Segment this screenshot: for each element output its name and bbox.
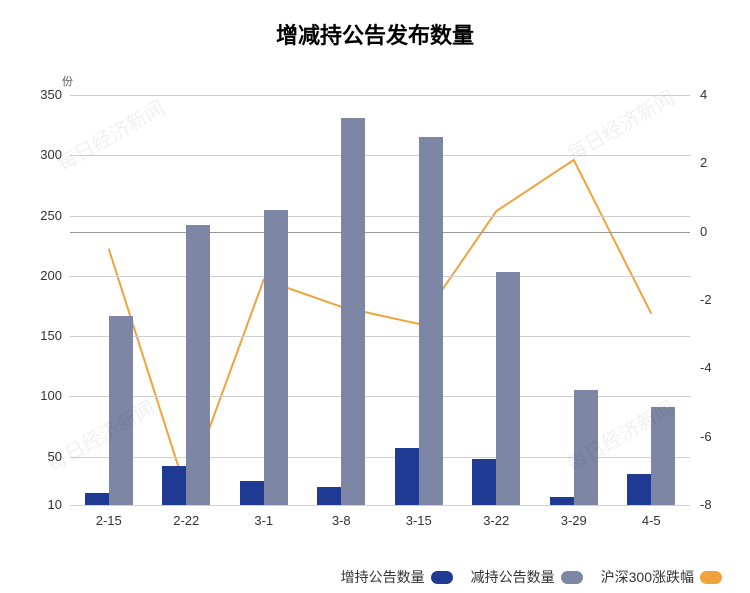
y-left-tick-label: 250 [32, 208, 62, 223]
chart-title: 增减持公告发布数量 [0, 0, 750, 50]
bar [85, 493, 109, 505]
y-left-tick-label: 200 [32, 268, 62, 283]
bar [162, 466, 186, 505]
y-left-tick-label: 150 [32, 328, 62, 343]
y-right-tick-label: 0 [700, 224, 707, 239]
x-tick-label: 3-22 [483, 513, 509, 528]
y-right-tick-label: -8 [700, 497, 712, 512]
x-tick-label: 3-15 [406, 513, 432, 528]
bar [240, 481, 264, 505]
gridline [70, 505, 690, 506]
bar [651, 407, 675, 505]
gridline [70, 155, 690, 156]
bar [627, 474, 651, 505]
bar [186, 225, 210, 505]
y-right-tick-label: -2 [700, 292, 712, 307]
bar [496, 272, 520, 505]
y-left-tick-label: 100 [32, 388, 62, 403]
y-right-tick-label: -4 [700, 360, 712, 375]
x-tick-label: 3-1 [254, 513, 273, 528]
zero-line [70, 232, 690, 234]
legend-label: 增持公告数量 [341, 567, 425, 587]
y-right-tick-label: -6 [700, 429, 712, 444]
y-right-tick-label: 2 [700, 155, 707, 170]
x-tick-label: 3-8 [332, 513, 351, 528]
y-left-tick-label: 10 [32, 497, 62, 512]
x-tick-label: 3-29 [561, 513, 587, 528]
x-tick-label: 4-5 [642, 513, 661, 528]
gridline [70, 95, 690, 96]
legend-swatch [700, 571, 722, 584]
legend-item: 沪深300涨跌幅 [601, 567, 722, 587]
gridline [70, 216, 690, 217]
y-axis-unit: 份 [62, 73, 73, 89]
gridline [70, 276, 690, 277]
x-tick-label: 2-15 [96, 513, 122, 528]
legend-item: 增持公告数量 [341, 567, 453, 587]
bar [550, 497, 574, 505]
y-left-tick-label: 300 [32, 147, 62, 162]
chart-plot-area [70, 95, 690, 505]
bar [395, 448, 419, 505]
bar [419, 137, 443, 505]
legend-label: 减持公告数量 [471, 567, 555, 587]
legend-swatch [561, 571, 583, 584]
bar [109, 316, 133, 505]
bar [317, 487, 341, 505]
legend-item: 减持公告数量 [471, 567, 583, 587]
y-right-tick-label: 4 [700, 87, 707, 102]
bar [472, 459, 496, 505]
bar [264, 210, 288, 505]
y-left-tick-label: 350 [32, 87, 62, 102]
y-left-tick-label: 50 [32, 449, 62, 464]
gridline [70, 336, 690, 337]
legend-swatch [431, 571, 453, 584]
bar [574, 390, 598, 505]
bar [341, 118, 365, 505]
legend-label: 沪深300涨跌幅 [601, 567, 694, 587]
x-tick-label: 2-22 [173, 513, 199, 528]
legend: 增持公告数量 减持公告数量 沪深300涨跌幅 [341, 567, 722, 587]
